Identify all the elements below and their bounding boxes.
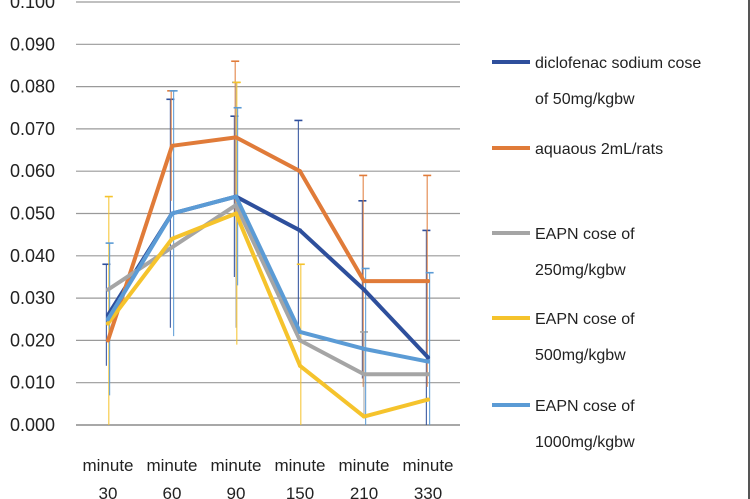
data-point — [106, 287, 110, 292]
y-tick-label: 0.070 — [10, 119, 55, 139]
legend-label: 250mg/kgbw — [535, 262, 626, 279]
data-point — [362, 279, 366, 284]
data-point — [170, 211, 174, 216]
y-tick-label: 0.090 — [10, 34, 55, 54]
x-tick-label: 90 — [227, 484, 246, 499]
data-point — [106, 338, 110, 343]
y-tick-label: 0.000 — [10, 415, 55, 435]
y-tick-label: 0.080 — [10, 77, 55, 97]
data-point — [234, 194, 238, 199]
data-point — [426, 397, 430, 402]
data-point — [426, 359, 430, 364]
data-point — [234, 135, 238, 140]
data-point — [298, 329, 302, 334]
series-line — [106, 194, 430, 364]
y-tick-label: 0.100 — [10, 0, 55, 12]
data-point — [106, 317, 110, 322]
legend-label: of 50mg/kgbw — [535, 91, 635, 108]
data-point — [234, 203, 238, 208]
x-tick-label: 30 — [99, 484, 118, 499]
data-point — [170, 245, 174, 250]
data-point — [298, 338, 302, 343]
data-point — [170, 143, 174, 148]
x-tick-label: minute — [338, 456, 389, 475]
y-tick-label: 0.030 — [10, 288, 55, 308]
data-point — [362, 346, 366, 351]
legend-label: EAPN cose of — [535, 311, 635, 328]
data-point — [234, 211, 238, 216]
data-point — [426, 355, 430, 360]
y-tick-label: 0.020 — [10, 330, 55, 350]
data-point — [170, 236, 174, 241]
data-point — [362, 414, 366, 419]
x-tick-label: 210 — [350, 484, 378, 499]
y-tick-label: 0.040 — [10, 246, 55, 266]
x-tick-label: minute — [274, 456, 325, 475]
series-line — [106, 211, 430, 419]
data-point — [298, 363, 302, 368]
x-tick-label: minute — [82, 456, 133, 475]
x-tick-label: minute — [210, 456, 261, 475]
x-tick-label: 150 — [286, 484, 314, 499]
y-tick-label: 0.050 — [10, 204, 55, 224]
data-point — [106, 321, 110, 326]
y-tick-label: 0.060 — [10, 161, 55, 181]
data-point — [362, 287, 366, 292]
data-point — [298, 228, 302, 233]
data-point — [298, 169, 302, 174]
legend-label: 1000mg/kgbw — [535, 434, 635, 451]
data-point — [426, 372, 430, 377]
legend-label: EAPN cose of — [535, 398, 635, 415]
legend-label: 500mg/kgbw — [535, 347, 626, 364]
x-tick-label: 330 — [414, 484, 442, 499]
series-line — [106, 135, 430, 343]
legend-label: aquaous 2mL/rats — [535, 141, 663, 158]
legend-label: diclofenac sodium cose — [535, 55, 701, 72]
x-tick-label: minute — [402, 456, 453, 475]
legend-label: EAPN cose of — [535, 226, 635, 243]
data-point — [426, 279, 430, 284]
data-point — [362, 372, 366, 377]
x-tick-label: 60 — [163, 484, 182, 499]
x-tick-label: minute — [146, 456, 197, 475]
y-tick-label: 0.010 — [10, 373, 55, 393]
